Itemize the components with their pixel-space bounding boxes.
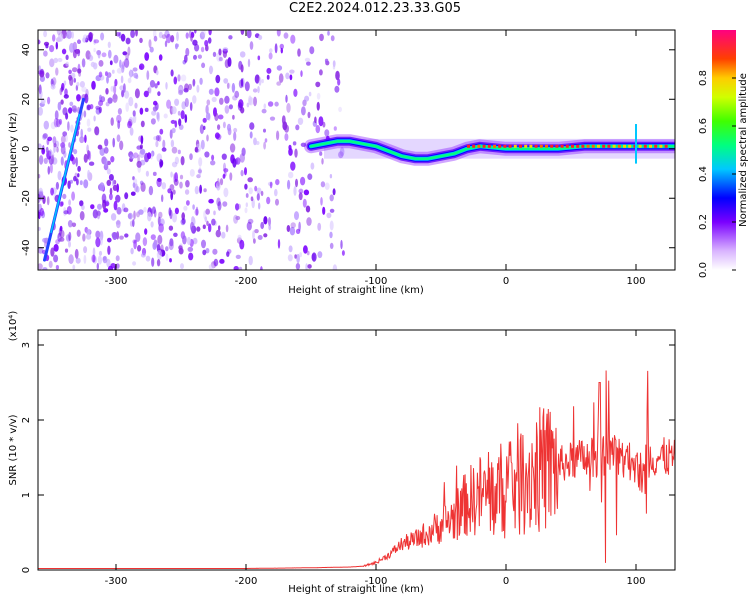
colorbar-gradient xyxy=(712,30,736,270)
satellite-streak-core xyxy=(50,113,81,234)
snr-x-axis-title: Height of straight line (km) xyxy=(288,584,424,595)
colorbar-tick-label: 0.4 xyxy=(698,166,709,182)
top-y-tick-label: 0 xyxy=(21,146,32,152)
top-x-tick-label: -300 xyxy=(105,276,128,287)
snr-y-axis-title: SNR (10 * v/v) xyxy=(8,414,19,485)
top-x-tick-label: 100 xyxy=(626,276,645,287)
bot-x-tick-label: 0 xyxy=(503,576,509,587)
bot-x-tick-label: -200 xyxy=(235,576,258,587)
snr-y-multiplier: (x10⁴) xyxy=(8,311,19,342)
colorbar-tick-label: 0.0 xyxy=(698,262,709,278)
snr-series xyxy=(38,370,675,570)
colorbar-tick-label: 0.6 xyxy=(698,118,709,134)
noise-texture xyxy=(38,30,345,270)
bot-x-tick-label: -100 xyxy=(365,576,388,587)
snr-line xyxy=(38,370,675,570)
colorbar-label: Normalized spectral amplitude xyxy=(738,73,749,227)
bot-x-tick-label: -300 xyxy=(105,576,128,587)
bot-y-tick-label: 3 xyxy=(21,342,32,348)
top-y-tick-label: 20 xyxy=(21,93,32,106)
spectrogram-frame xyxy=(37,29,676,271)
snr-plot-area xyxy=(38,330,675,570)
top-x-tick-label: -100 xyxy=(365,276,388,287)
spectrogram-heatmap xyxy=(38,30,675,270)
colorbar-tick-label: 0.2 xyxy=(698,214,709,230)
bot-x-tick-label: 100 xyxy=(626,576,645,587)
top-y-tick-label: -20 xyxy=(21,190,32,206)
snr-frame xyxy=(37,329,676,571)
colorbar-ticks: 0.0 0.2 0.4 0.6 0.8 xyxy=(698,70,736,278)
signal-hotspots xyxy=(467,144,668,148)
colorbar: 0.0 0.2 0.4 0.6 0.8 Normalized spectral ampl… xyxy=(698,30,749,278)
top-x-tick-label: -200 xyxy=(235,276,258,287)
spectrogram-x-axis-title: Height of straight line (km) xyxy=(288,285,424,296)
snr-panel: -300 -200 -100 0 100 0 1 2 3 Height of straight … xyxy=(8,311,676,595)
top-y-tick-label: -40 xyxy=(21,240,32,256)
page-title: C2E2.2024.012.23.33.G05 xyxy=(288,1,462,16)
top-y-tick-label: 40 xyxy=(21,43,32,56)
colorbar-tick-label: 0.8 xyxy=(698,70,709,86)
bot-y-tick-label: 0 xyxy=(21,567,32,573)
top-x-tick-label: 0 xyxy=(503,276,509,287)
snr-ticks: -300 -200 -100 0 100 0 1 2 3 xyxy=(21,330,675,587)
bot-y-tick-label: 1 xyxy=(21,492,32,498)
spectrogram-y-axis-title: Frequency (Hz) xyxy=(8,112,19,188)
bot-y-tick-label: 2 xyxy=(21,417,32,423)
